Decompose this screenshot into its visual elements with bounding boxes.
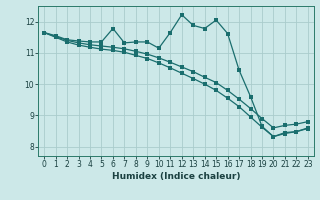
X-axis label: Humidex (Indice chaleur): Humidex (Indice chaleur): [112, 172, 240, 181]
